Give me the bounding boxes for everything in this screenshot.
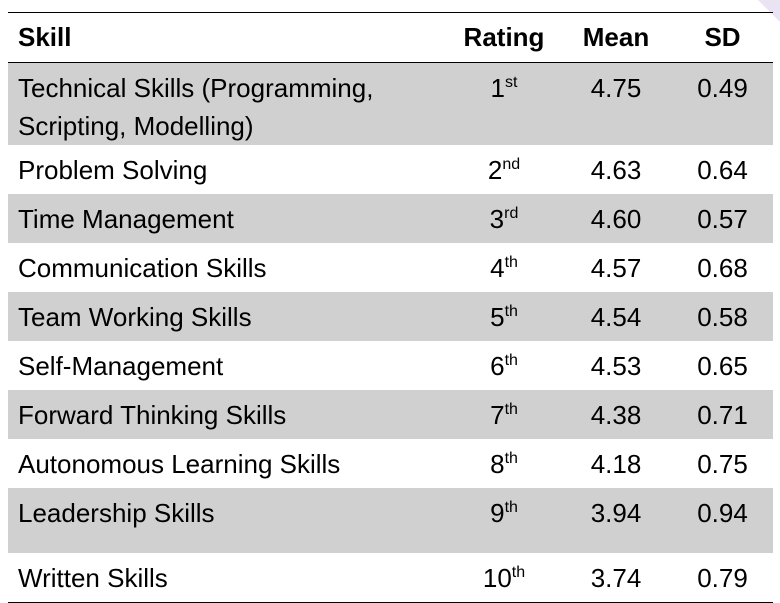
cell-sd: 0.64 bbox=[697, 155, 748, 185]
cell-sd: 0.57 bbox=[697, 204, 748, 234]
table-row: Time Management 3rd 4.60 0.57 bbox=[8, 194, 773, 243]
cell-rating: 3rd bbox=[448, 194, 560, 243]
cell-skill: Forward Thinking Skills bbox=[18, 400, 287, 430]
cell-skill: Leadership Skills bbox=[18, 498, 215, 528]
cell-rating: 8th bbox=[448, 439, 560, 488]
cell-mean: 4.57 bbox=[590, 253, 642, 283]
cell-rating: 10th bbox=[448, 553, 560, 603]
rating-number: 3 bbox=[489, 204, 505, 234]
rating-suffix: th bbox=[504, 499, 518, 516]
cell-rating: 6th bbox=[448, 341, 560, 390]
rating-suffix: th bbox=[504, 352, 518, 369]
rating-number: 10 bbox=[482, 563, 512, 593]
cell-mean: 4.63 bbox=[590, 155, 642, 185]
cell-mean: 4.54 bbox=[590, 302, 642, 332]
cell-rating: 2nd bbox=[448, 145, 560, 194]
cell-sd: 0.65 bbox=[697, 351, 748, 381]
rating-suffix: nd bbox=[502, 156, 521, 173]
skills-table: Skill Rating Mean SD Technical Skills (P… bbox=[8, 12, 773, 603]
cell-sd: 0.94 bbox=[697, 498, 748, 528]
rating-number: 2 bbox=[487, 155, 503, 185]
cell-rating: 5th bbox=[448, 292, 560, 341]
rating-number: 7 bbox=[490, 400, 505, 430]
rating-suffix: th bbox=[504, 401, 518, 418]
rating-number: 5 bbox=[490, 302, 505, 332]
cell-rating: 7th bbox=[448, 390, 560, 439]
cell-rating: 1st bbox=[448, 63, 560, 146]
cell-sd: 0.68 bbox=[697, 253, 748, 283]
cell-sd: 0.58 bbox=[697, 302, 748, 332]
rating-suffix: th bbox=[504, 450, 518, 467]
cell-skill: Team Working Skills bbox=[18, 302, 252, 332]
table-header: Skill Rating Mean SD bbox=[8, 12, 773, 63]
cell-sd: 0.49 bbox=[697, 73, 748, 103]
rating-number: 1 bbox=[490, 73, 505, 103]
cell-mean: 3.74 bbox=[590, 563, 642, 593]
header-sd: SD bbox=[704, 22, 741, 52]
cell-skill: Problem Solving bbox=[18, 155, 208, 185]
cell-mean: 4.18 bbox=[590, 449, 642, 479]
rating-suffix: st bbox=[505, 74, 518, 91]
cell-skill: Autonomous Learning Skills bbox=[18, 449, 341, 479]
rating-number: 6 bbox=[490, 351, 505, 381]
cell-mean: 4.38 bbox=[590, 400, 642, 430]
rating-number: 4 bbox=[490, 253, 505, 283]
cell-skill: Self-Management bbox=[18, 351, 224, 381]
corner-decoration bbox=[758, 0, 780, 22]
cell-mean: 4.75 bbox=[590, 73, 642, 103]
cell-mean: 4.60 bbox=[590, 204, 642, 234]
cell-sd: 0.79 bbox=[697, 563, 748, 593]
table-row: Written Skills 10th 3.74 0.79 bbox=[8, 553, 773, 603]
table-row: Self-Management 6th 4.53 0.65 bbox=[8, 341, 773, 390]
cell-skill: Time Management bbox=[18, 204, 234, 234]
cell-skill: Communication Skills bbox=[18, 253, 267, 283]
cell-rating: 4th bbox=[448, 243, 560, 292]
table-row: Technical Skills (Programming, Scripting… bbox=[8, 62, 773, 146]
rating-number: 9 bbox=[490, 498, 505, 528]
table-row: Forward Thinking Skills 7th 4.38 0.71 bbox=[8, 390, 773, 439]
cell-mean: 3.94 bbox=[590, 498, 642, 528]
header-row: Skill Rating Mean SD bbox=[8, 12, 773, 63]
header-skill: Skill bbox=[18, 22, 72, 52]
rating-suffix: th bbox=[504, 254, 518, 271]
header-mean: Mean bbox=[582, 22, 650, 52]
table-body: Technical Skills (Programming, Scripting… bbox=[8, 62, 773, 603]
cell-sd: 0.75 bbox=[697, 449, 748, 479]
table-row: Team Working Skills 5th 4.54 0.58 bbox=[8, 292, 773, 341]
table-row: Communication Skills 4th 4.57 0.68 bbox=[8, 243, 773, 292]
cell-sd: 0.71 bbox=[697, 400, 748, 430]
cell-skill: Technical Skills (Programming, Scripting… bbox=[18, 73, 374, 141]
rating-suffix: th bbox=[511, 564, 526, 581]
table-row: Autonomous Learning Skills 8th 4.18 0.75 bbox=[8, 439, 773, 488]
cell-rating: 9th bbox=[448, 488, 560, 553]
rating-suffix: rd bbox=[504, 205, 519, 222]
rating-number: 8 bbox=[490, 449, 505, 479]
header-rating: Rating bbox=[463, 22, 545, 52]
cell-skill: Written Skills bbox=[18, 563, 168, 593]
cell-mean: 4.53 bbox=[590, 351, 642, 381]
rating-suffix: th bbox=[504, 303, 518, 320]
table-row: Leadership Skills 9th 3.94 0.94 bbox=[8, 488, 773, 553]
table-row: Problem Solving 2nd 4.63 0.64 bbox=[8, 145, 773, 194]
